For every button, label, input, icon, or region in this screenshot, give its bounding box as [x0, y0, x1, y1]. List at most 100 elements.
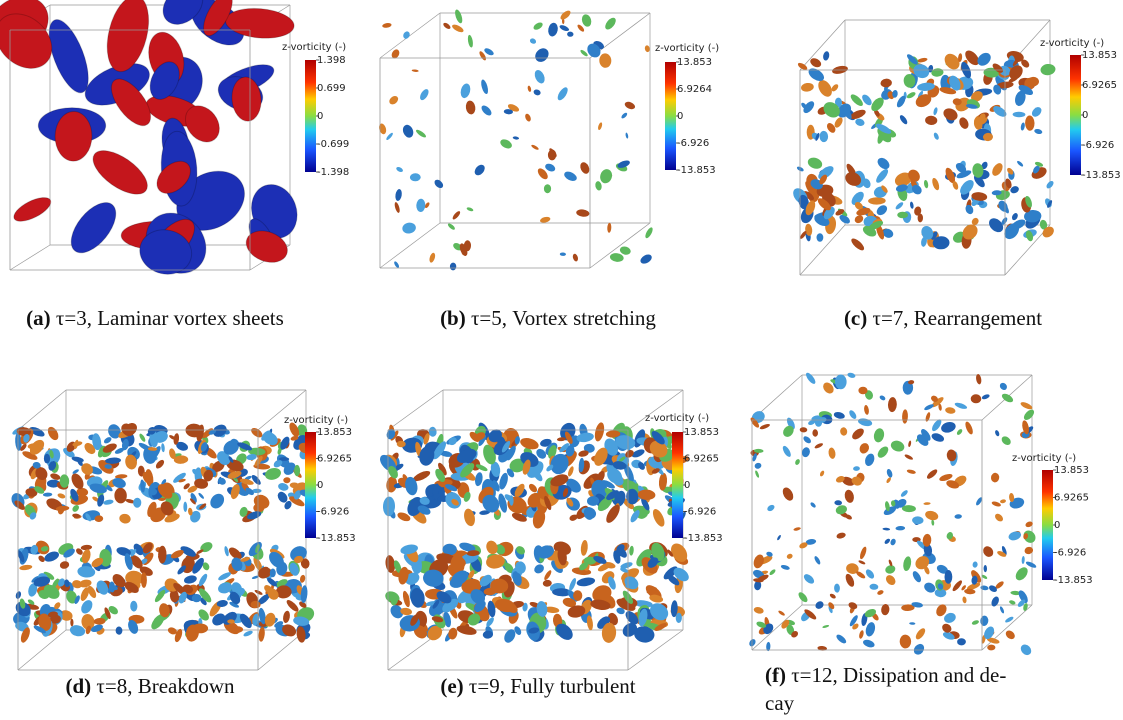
vortex-structure: [451, 499, 459, 506]
vortex-structure: [1012, 58, 1019, 67]
colorbar-title: z-vorticity (-): [1012, 453, 1076, 464]
vortex-structure: [191, 593, 202, 603]
vortex-structure: [59, 561, 70, 569]
vortex-structure: [550, 453, 569, 475]
vortex-structure: [391, 49, 400, 59]
vortex-structure: [1022, 420, 1029, 435]
vortex-structure: [561, 18, 565, 25]
vortex-structure: [965, 104, 978, 109]
vortex-structure: [1025, 115, 1035, 131]
vortex-structure: [882, 527, 891, 531]
vortex-structure: [816, 233, 824, 242]
vortex-structure: [805, 539, 817, 545]
vortex-structure: [885, 575, 896, 586]
vortex-structure: [944, 570, 953, 584]
vortex-structure: [895, 525, 906, 531]
vortex-structure: [855, 118, 865, 126]
vortex-structure: [544, 570, 552, 581]
vortex-structure: [887, 397, 897, 413]
vortex-structure: [815, 601, 824, 609]
vortex-structure: [781, 619, 790, 629]
vortex-structure: [20, 443, 27, 451]
vortex-structure: [223, 440, 239, 455]
vortex-structure: [913, 643, 925, 655]
vortex-structure: [823, 51, 830, 61]
vortex-structure: [284, 500, 292, 510]
vortex-structure: [620, 562, 633, 569]
vortex-structure: [184, 105, 220, 143]
vortex-structure: [416, 129, 426, 138]
vortex-structure: [276, 579, 288, 588]
vortex-structure: [269, 568, 276, 578]
vortex-structure: [89, 483, 107, 494]
vortex-structure: [583, 556, 597, 565]
vortex-structure: [881, 604, 890, 616]
caption-label: (e): [440, 674, 463, 698]
vortex-structure: [670, 600, 678, 618]
cube-edge: [379, 222, 441, 269]
vortex-structure: [972, 561, 978, 568]
vortex-structure: [617, 160, 630, 168]
vortex-structure: [390, 605, 404, 619]
vortex-structure: [587, 496, 600, 506]
vortex-structure: [1010, 590, 1021, 596]
vortex-structure: [622, 498, 635, 510]
vortex-structure: [807, 157, 823, 169]
vortex-structure: [110, 78, 152, 127]
vortex-structure: [994, 513, 1004, 522]
vortex-structure: [173, 433, 180, 445]
vortex-structure: [522, 602, 528, 612]
vortex-structure: [389, 96, 399, 105]
colorbar-tick-label: 0: [1054, 520, 1060, 531]
vortex-structure: [445, 484, 458, 492]
vortex-structure: [269, 551, 284, 568]
vortex-structure: [630, 510, 640, 523]
vortex-structure: [880, 78, 892, 88]
vortex-structure: [793, 527, 801, 531]
vortex-structure: [906, 469, 916, 474]
vortex-structure: [932, 236, 950, 250]
vortex-structure: [527, 492, 542, 508]
vortex-structure: [972, 163, 984, 178]
vortex-structure: [954, 514, 962, 519]
vortex-structure: [607, 612, 619, 626]
vortex-structure: [187, 485, 198, 493]
vortex-structure: [851, 476, 862, 486]
vortex-structure: [971, 575, 978, 585]
vortex-structure: [481, 79, 488, 95]
vortex-structure: [865, 453, 875, 466]
vortex-structure: [15, 433, 22, 451]
caption: (a) τ=3, Laminar vortex sheets: [26, 306, 284, 330]
vortex-structure: [77, 566, 96, 578]
vortex-structure: [475, 464, 488, 472]
vortex-structure: [955, 162, 967, 173]
vortex-structure: [1015, 567, 1028, 581]
vortex-structure: [1023, 533, 1029, 540]
vortex-structure: [1018, 590, 1028, 604]
colorbar-title: z-vorticity (-): [282, 42, 346, 53]
vortex-structure: [997, 550, 1007, 557]
vortex-structure: [577, 24, 585, 32]
vortex-structure: [971, 91, 983, 102]
vortex-structure: [749, 639, 756, 647]
vortex-structure: [806, 372, 816, 384]
vortex-structure: [777, 534, 781, 541]
vortex-structure: [769, 569, 776, 576]
vortex-structure: [130, 555, 143, 569]
vortex-structure: [180, 546, 196, 557]
vortex-structure: [178, 478, 186, 483]
vortex-structure: [289, 422, 300, 437]
vortex-structure: [966, 582, 981, 590]
vortex-structure: [202, 562, 210, 571]
vortex-structure: [801, 447, 810, 458]
vortex-structure: [936, 564, 948, 574]
vortex-structure: [829, 593, 836, 599]
vortex-structure: [851, 191, 864, 206]
vortex-structure: [81, 614, 95, 630]
vortex-structure: [640, 254, 652, 264]
vortex-structure: [559, 443, 570, 453]
vortex-structure: [198, 588, 212, 603]
vortex-structure: [932, 419, 942, 432]
vortex-structure: [766, 551, 773, 557]
vortex-structure: [93, 617, 106, 625]
